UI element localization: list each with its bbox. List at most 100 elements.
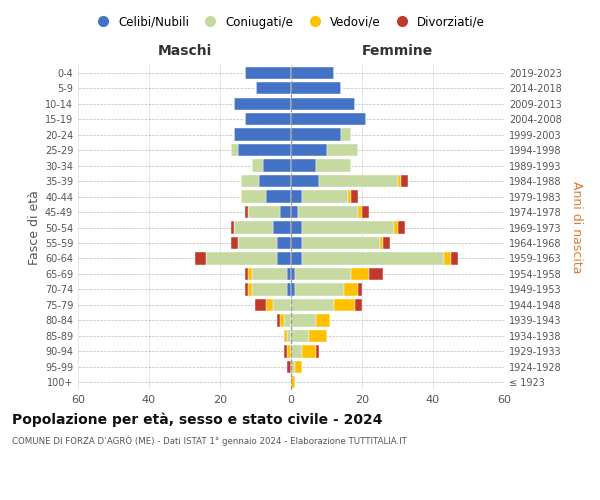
Bar xyxy=(291,345,302,358)
Bar xyxy=(302,237,380,249)
Bar xyxy=(238,237,277,249)
Bar xyxy=(256,298,266,311)
Bar xyxy=(380,237,383,249)
Bar xyxy=(341,128,352,141)
Bar xyxy=(248,206,280,218)
Bar xyxy=(302,345,316,358)
Bar xyxy=(348,190,352,202)
Bar xyxy=(263,160,291,172)
Bar xyxy=(248,283,252,296)
Bar xyxy=(334,298,355,311)
Bar xyxy=(291,160,316,172)
Bar xyxy=(245,66,291,79)
Bar xyxy=(245,268,248,280)
Bar xyxy=(280,206,291,218)
Bar xyxy=(302,252,443,264)
Bar xyxy=(302,222,394,234)
Bar xyxy=(291,298,334,311)
Bar xyxy=(291,98,355,110)
Bar xyxy=(291,360,295,373)
Bar xyxy=(230,237,238,249)
Bar xyxy=(252,268,287,280)
Bar xyxy=(291,66,334,79)
Bar xyxy=(394,222,398,234)
Bar xyxy=(287,268,291,280)
Bar xyxy=(277,314,280,326)
Bar xyxy=(291,128,341,141)
Bar xyxy=(291,113,365,126)
Bar xyxy=(291,82,341,94)
Bar xyxy=(358,206,362,218)
Text: COMUNE DI FORZA D’AGRÒ (ME) - Dati ISTAT 1° gennaio 2024 - Elaborazione TUTTITAL: COMUNE DI FORZA D’AGRÒ (ME) - Dati ISTAT… xyxy=(12,435,407,446)
Bar xyxy=(277,252,291,264)
Bar xyxy=(291,252,302,264)
Text: Popolazione per età, sesso e stato civile - 2024: Popolazione per età, sesso e stato civil… xyxy=(12,412,383,427)
Bar xyxy=(245,206,248,218)
Bar xyxy=(291,175,319,188)
Legend: Celibi/Nubili, Coniugati/e, Vedovi/e, Divorziati/e: Celibi/Nubili, Coniugati/e, Vedovi/e, Di… xyxy=(86,11,490,34)
Bar xyxy=(352,268,369,280)
Bar xyxy=(319,175,398,188)
Bar xyxy=(252,283,287,296)
Bar xyxy=(284,314,291,326)
Bar xyxy=(291,314,316,326)
Bar xyxy=(287,360,291,373)
Bar xyxy=(266,190,291,202)
Bar xyxy=(291,268,295,280)
Bar xyxy=(291,237,302,249)
Bar xyxy=(287,330,291,342)
Bar xyxy=(383,237,391,249)
Bar xyxy=(295,360,302,373)
Bar xyxy=(369,268,383,280)
Text: Maschi: Maschi xyxy=(157,44,212,58)
Bar xyxy=(245,283,248,296)
Bar xyxy=(362,206,369,218)
Bar xyxy=(291,283,295,296)
Bar xyxy=(291,206,298,218)
Bar xyxy=(316,314,330,326)
Bar xyxy=(234,98,291,110)
Bar xyxy=(326,144,358,156)
Bar xyxy=(245,113,291,126)
Bar xyxy=(316,160,352,172)
Bar xyxy=(295,283,344,296)
Text: Femmine: Femmine xyxy=(362,44,433,58)
Bar xyxy=(273,222,291,234)
Bar xyxy=(230,144,238,156)
Bar xyxy=(298,206,358,218)
Bar xyxy=(316,345,319,358)
Bar xyxy=(256,82,291,94)
Bar xyxy=(295,268,352,280)
Bar xyxy=(451,252,458,264)
Bar xyxy=(234,128,291,141)
Bar xyxy=(284,330,287,342)
Bar xyxy=(241,175,259,188)
Bar xyxy=(291,144,326,156)
Bar xyxy=(401,175,408,188)
Bar xyxy=(252,160,263,172)
Bar xyxy=(284,345,287,358)
Bar xyxy=(230,222,234,234)
Bar xyxy=(277,237,291,249)
Bar xyxy=(241,190,266,202)
Bar xyxy=(398,222,404,234)
Bar xyxy=(248,268,252,280)
Bar xyxy=(291,222,302,234)
Bar xyxy=(266,298,273,311)
Bar xyxy=(280,314,284,326)
Bar xyxy=(291,330,309,342)
Bar xyxy=(291,190,302,202)
Bar xyxy=(302,190,348,202)
Bar xyxy=(309,330,326,342)
Bar xyxy=(259,175,291,188)
Y-axis label: Fasce di età: Fasce di età xyxy=(28,190,41,265)
Bar xyxy=(287,283,291,296)
Y-axis label: Anni di nascita: Anni di nascita xyxy=(570,181,583,274)
Bar xyxy=(234,222,273,234)
Bar xyxy=(358,283,362,296)
Bar xyxy=(398,175,401,188)
Bar xyxy=(206,252,277,264)
Bar xyxy=(238,144,291,156)
Bar xyxy=(344,283,358,296)
Bar xyxy=(273,298,291,311)
